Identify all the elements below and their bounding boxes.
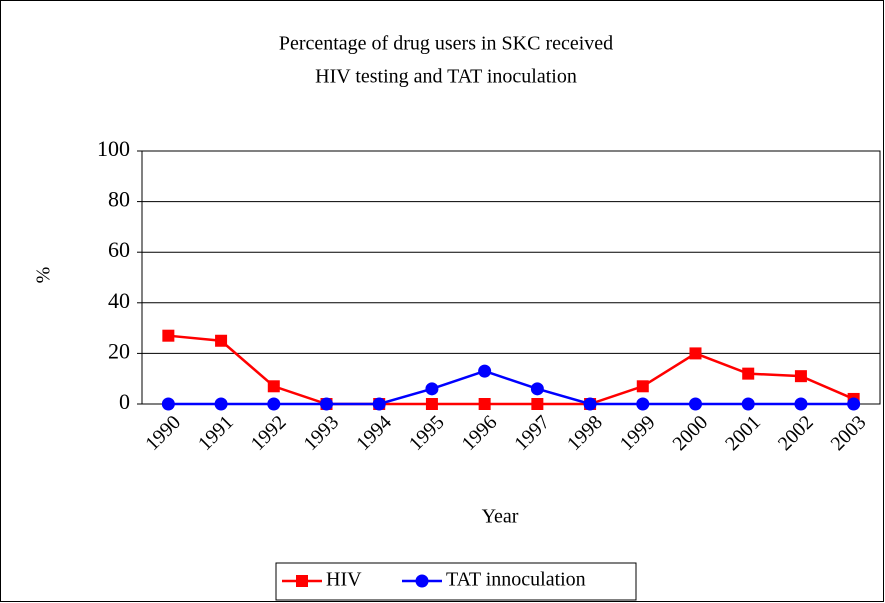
marker [425,382,439,396]
marker [794,397,808,411]
marker [215,334,228,347]
marker [267,397,281,411]
marker [425,398,438,410]
y-tick-label: 60 [108,237,130,262]
marker [320,397,333,411]
marker [794,370,807,383]
marker [267,380,280,393]
y-tick-label: 100 [97,136,130,161]
y-axis-label: % [33,267,55,284]
legend-label: TAT innoculation [446,569,586,591]
legend-marker [296,575,308,587]
marker [636,397,650,411]
marker [478,364,492,378]
y-tick-label: 0 [119,389,130,414]
marker [372,397,386,411]
legend-box [275,562,637,601]
series-line [168,334,855,406]
legend-label: HIV [326,569,362,591]
marker [636,380,649,393]
series-line [168,369,854,406]
marker [161,397,175,411]
x-axis-label: Year [482,506,519,528]
legend-marker [415,574,429,588]
y-tick-label: 40 [108,288,130,313]
marker [478,398,491,410]
marker [162,329,175,342]
marker [847,397,861,411]
marker [689,397,702,411]
chart-title: Percentage of drug users in SKC received [279,33,613,55]
marker [531,398,544,410]
y-tick-label: 20 [108,338,130,363]
marker [741,397,755,411]
marker [583,397,597,411]
marker [214,397,228,411]
marker [742,367,755,380]
y-tick-label: 80 [108,187,130,212]
marker [530,382,544,396]
marker [689,347,702,360]
plot-area [141,150,881,405]
chart-title: HIV testing and TAT inoculation [315,66,577,88]
